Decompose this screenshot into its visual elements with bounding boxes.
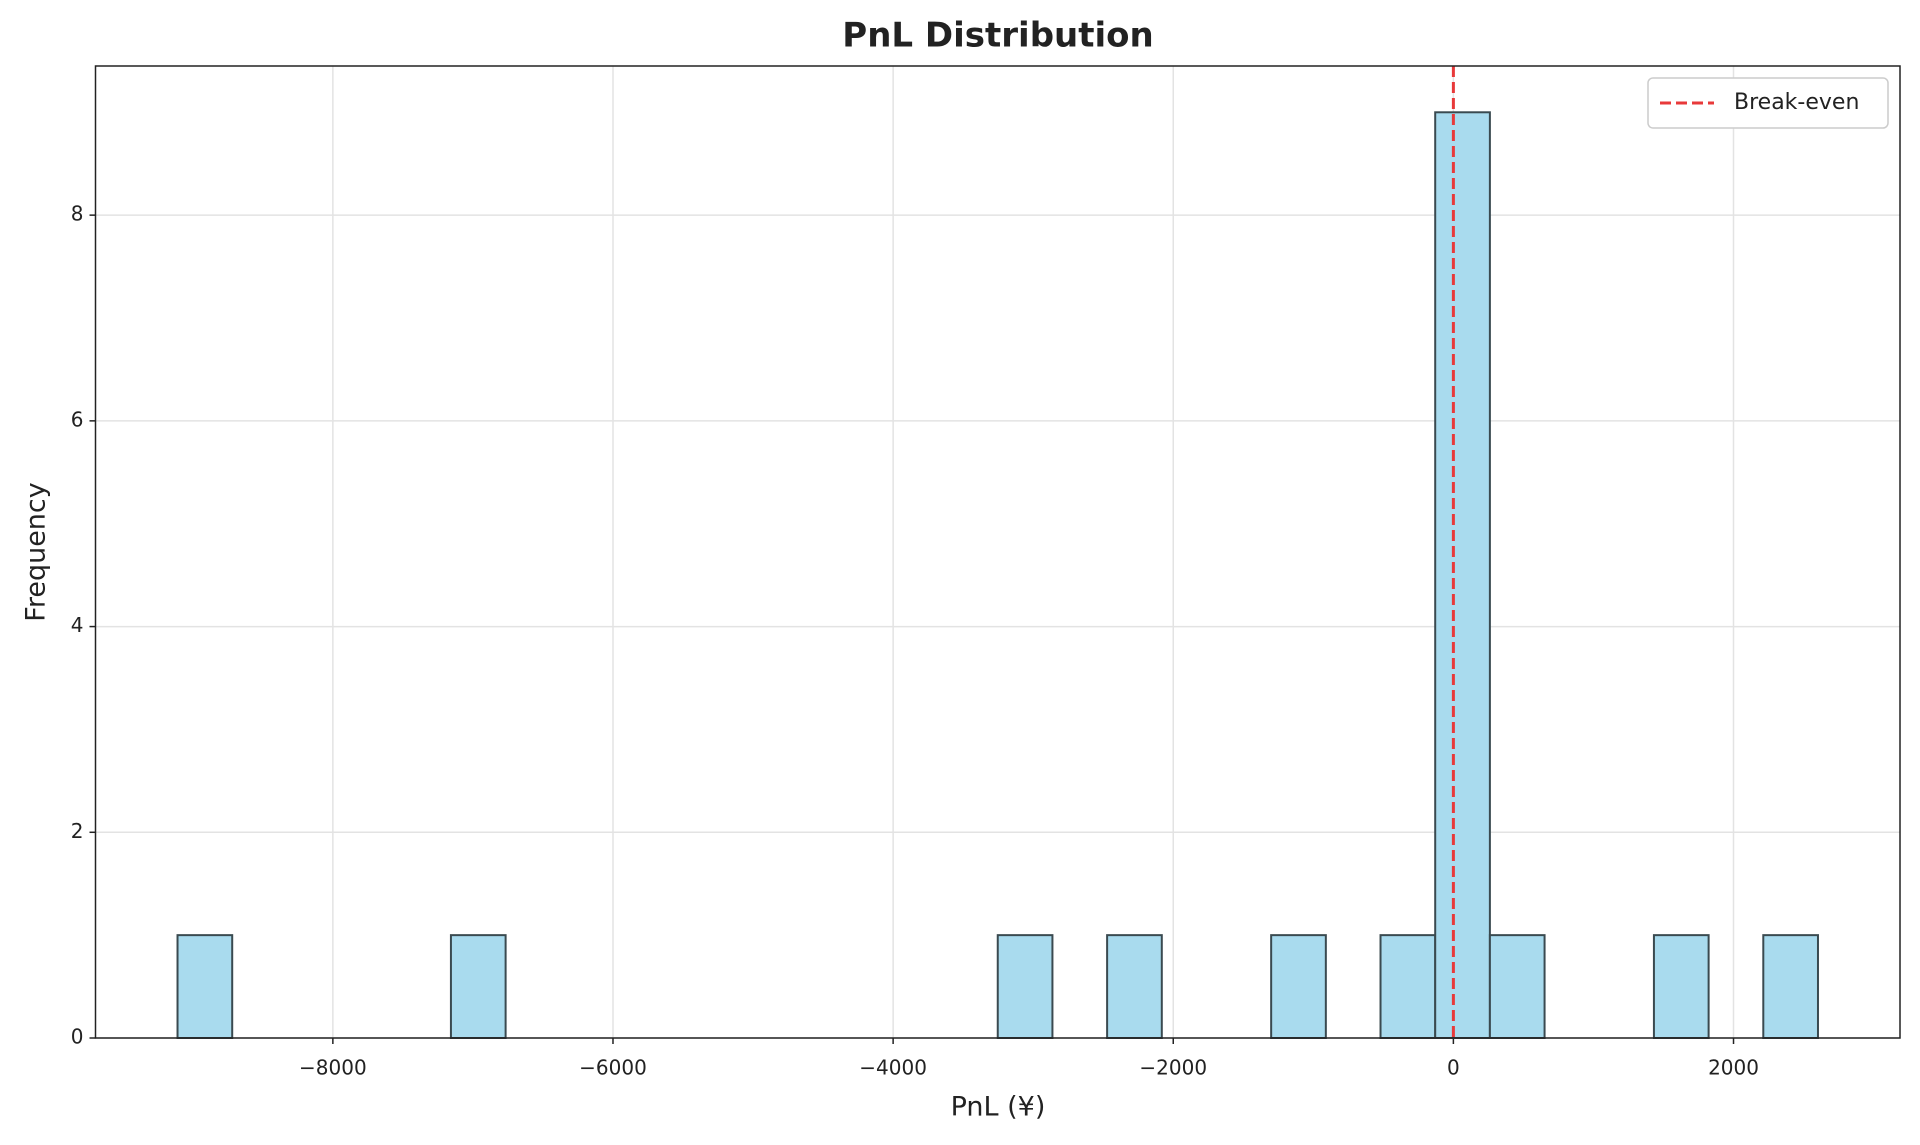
bar — [449, 934, 507, 1040]
bar — [1762, 934, 1819, 1040]
y-tick-label: 8 — [71, 202, 84, 226]
bar — [1488, 934, 1546, 1040]
bar — [1270, 934, 1327, 1040]
plot-frame — [94, 65, 1901, 1039]
bar — [1106, 934, 1163, 1040]
chart-title: PnL Distribution — [842, 16, 1153, 56]
bar — [1379, 934, 1437, 1040]
x-tick-label: −4000 — [859, 1056, 927, 1080]
y-tick-label: 0 — [71, 1025, 84, 1049]
x-tick-label: 2000 — [1708, 1056, 1759, 1080]
bar — [1434, 111, 1491, 1040]
y-tick-label: 4 — [71, 613, 84, 637]
x-tick-label: −8000 — [299, 1056, 367, 1080]
legend-label: Break-even — [1734, 90, 1859, 115]
bar — [176, 934, 234, 1040]
x-tick-label: −2000 — [1139, 1056, 1207, 1080]
bar — [996, 934, 1054, 1040]
bar — [1652, 934, 1710, 1040]
y-tick-label: 2 — [71, 819, 84, 843]
legend-box — [1647, 77, 1889, 129]
x-tick-label: 0 — [1447, 1056, 1460, 1080]
x-tick-label: −6000 — [579, 1056, 647, 1080]
x-axis-label: PnL (¥) — [951, 1092, 1046, 1123]
y-tick-label: 6 — [71, 407, 84, 431]
y-axis-label: Frequency — [21, 482, 52, 622]
